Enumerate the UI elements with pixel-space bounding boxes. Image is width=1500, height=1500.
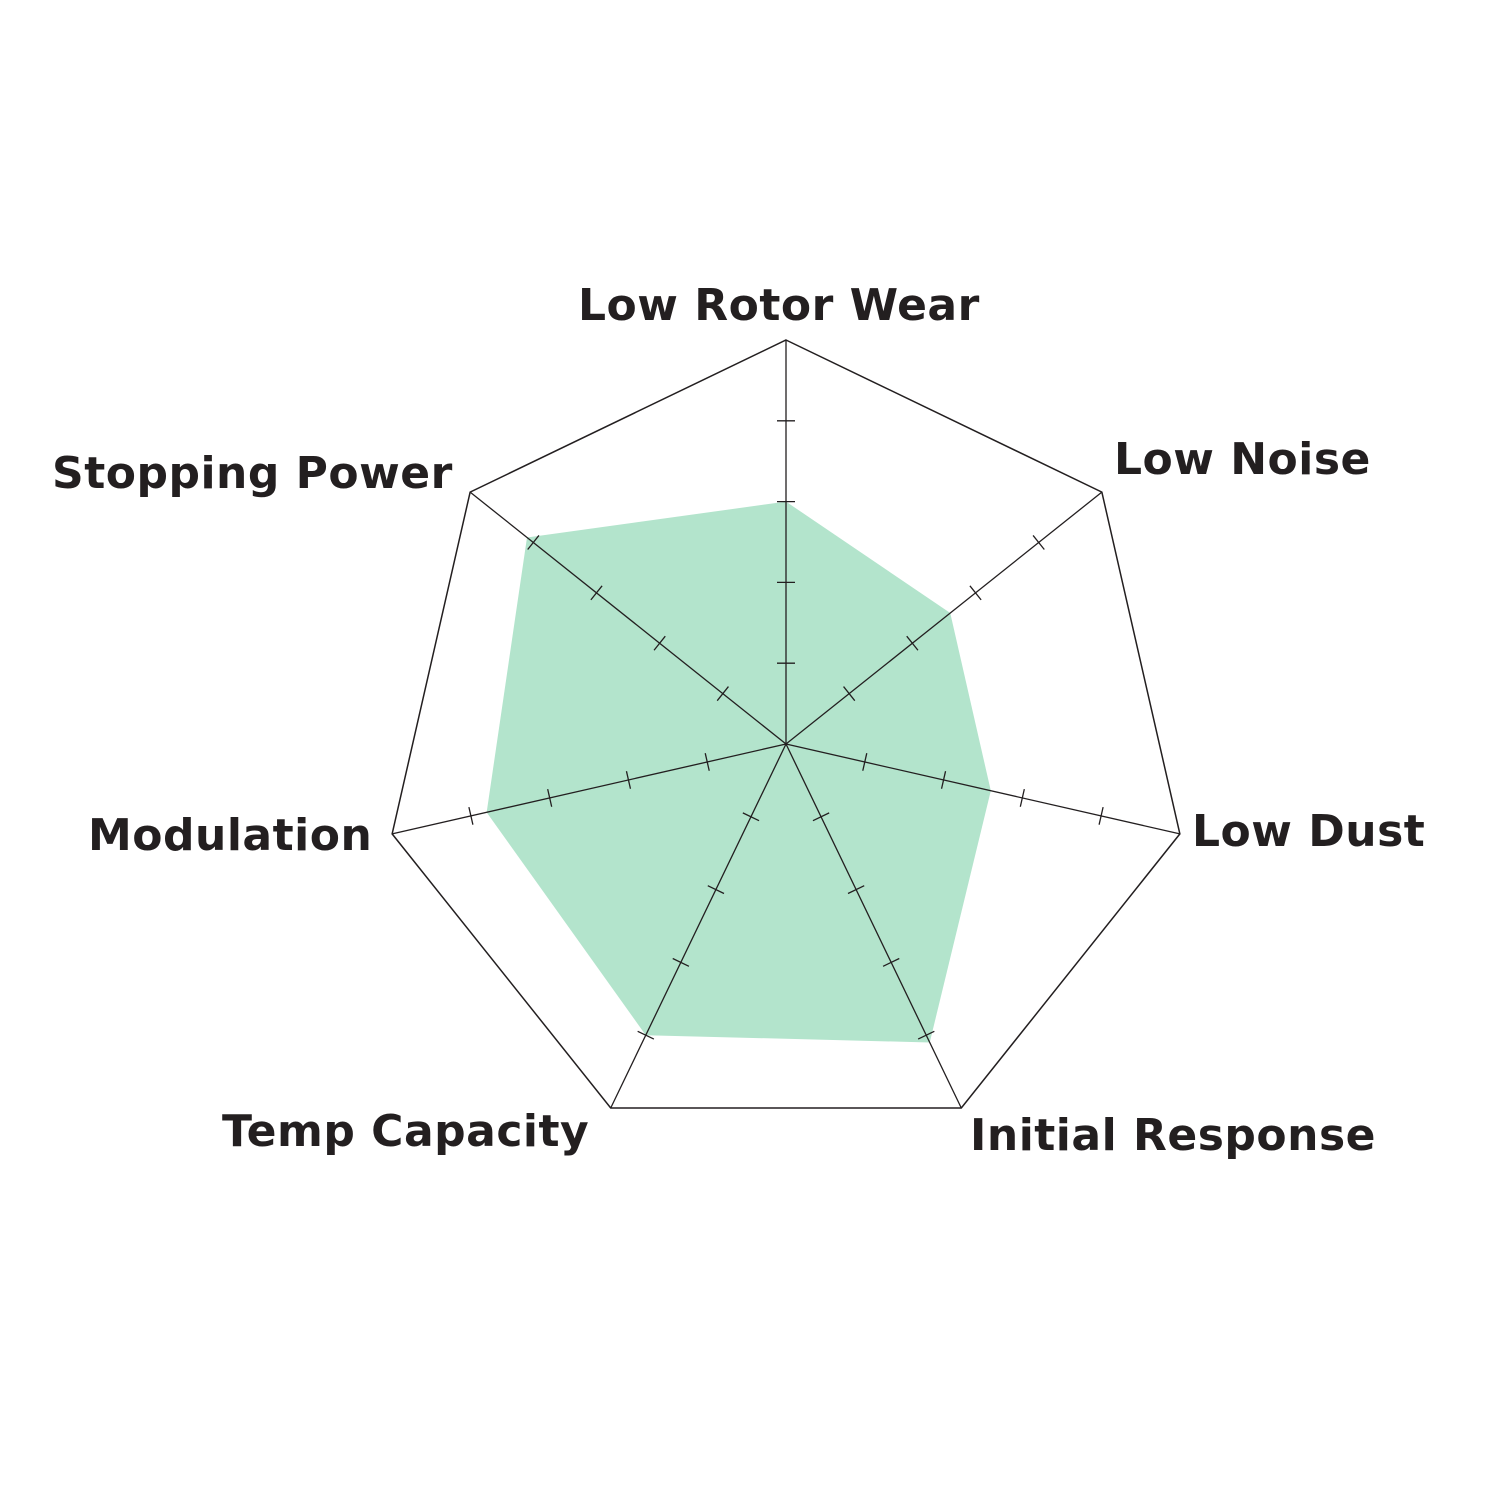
axis-tick [1098, 806, 1104, 825]
axis-label-temp-capacity: Temp Capacity [222, 1106, 590, 1157]
axis-line [785, 743, 962, 1109]
data-area [486, 501, 991, 1043]
axis-label-initial-response: Initial Response [970, 1110, 1376, 1161]
axis-tick [969, 585, 982, 601]
axis-tick [707, 885, 725, 895]
axis-tick [704, 753, 710, 771]
axis-line [610, 743, 787, 1109]
outer-frame [391, 339, 1181, 1109]
axis-tick [742, 812, 760, 822]
axis-tick [547, 789, 553, 807]
axis-tick [672, 957, 690, 967]
axis-label-low-rotor-wear: Low Rotor Wear [578, 280, 980, 331]
axis-tick [527, 535, 540, 550]
axis-tick [906, 635, 919, 651]
axis-tick [625, 771, 632, 789]
axis-label-stopping-power: Stopping Power [52, 448, 453, 499]
axis-line [785, 743, 1181, 835]
axis-tick [716, 686, 729, 702]
axis-tick [847, 885, 865, 895]
axis-tick [940, 771, 947, 789]
axis-tick [843, 686, 856, 702]
axis-tick [882, 957, 900, 967]
axis-line [785, 491, 1103, 745]
axis-label-low-noise: Low Noise [1114, 434, 1371, 485]
axis-tick [917, 1030, 935, 1040]
axis-tick [1032, 535, 1045, 550]
axis-tick [653, 635, 666, 651]
axis-tick [590, 585, 603, 601]
axis-line [469, 491, 787, 745]
axis-tick [1019, 789, 1025, 807]
axis-label-modulation: Modulation [88, 810, 373, 861]
axis-line [391, 743, 787, 835]
axis-tick [468, 806, 474, 825]
axis-tick [637, 1030, 655, 1040]
axis-tick [862, 753, 868, 771]
axis-label-low-dust: Low Dust [1192, 806, 1426, 857]
axis-tick [812, 812, 830, 822]
